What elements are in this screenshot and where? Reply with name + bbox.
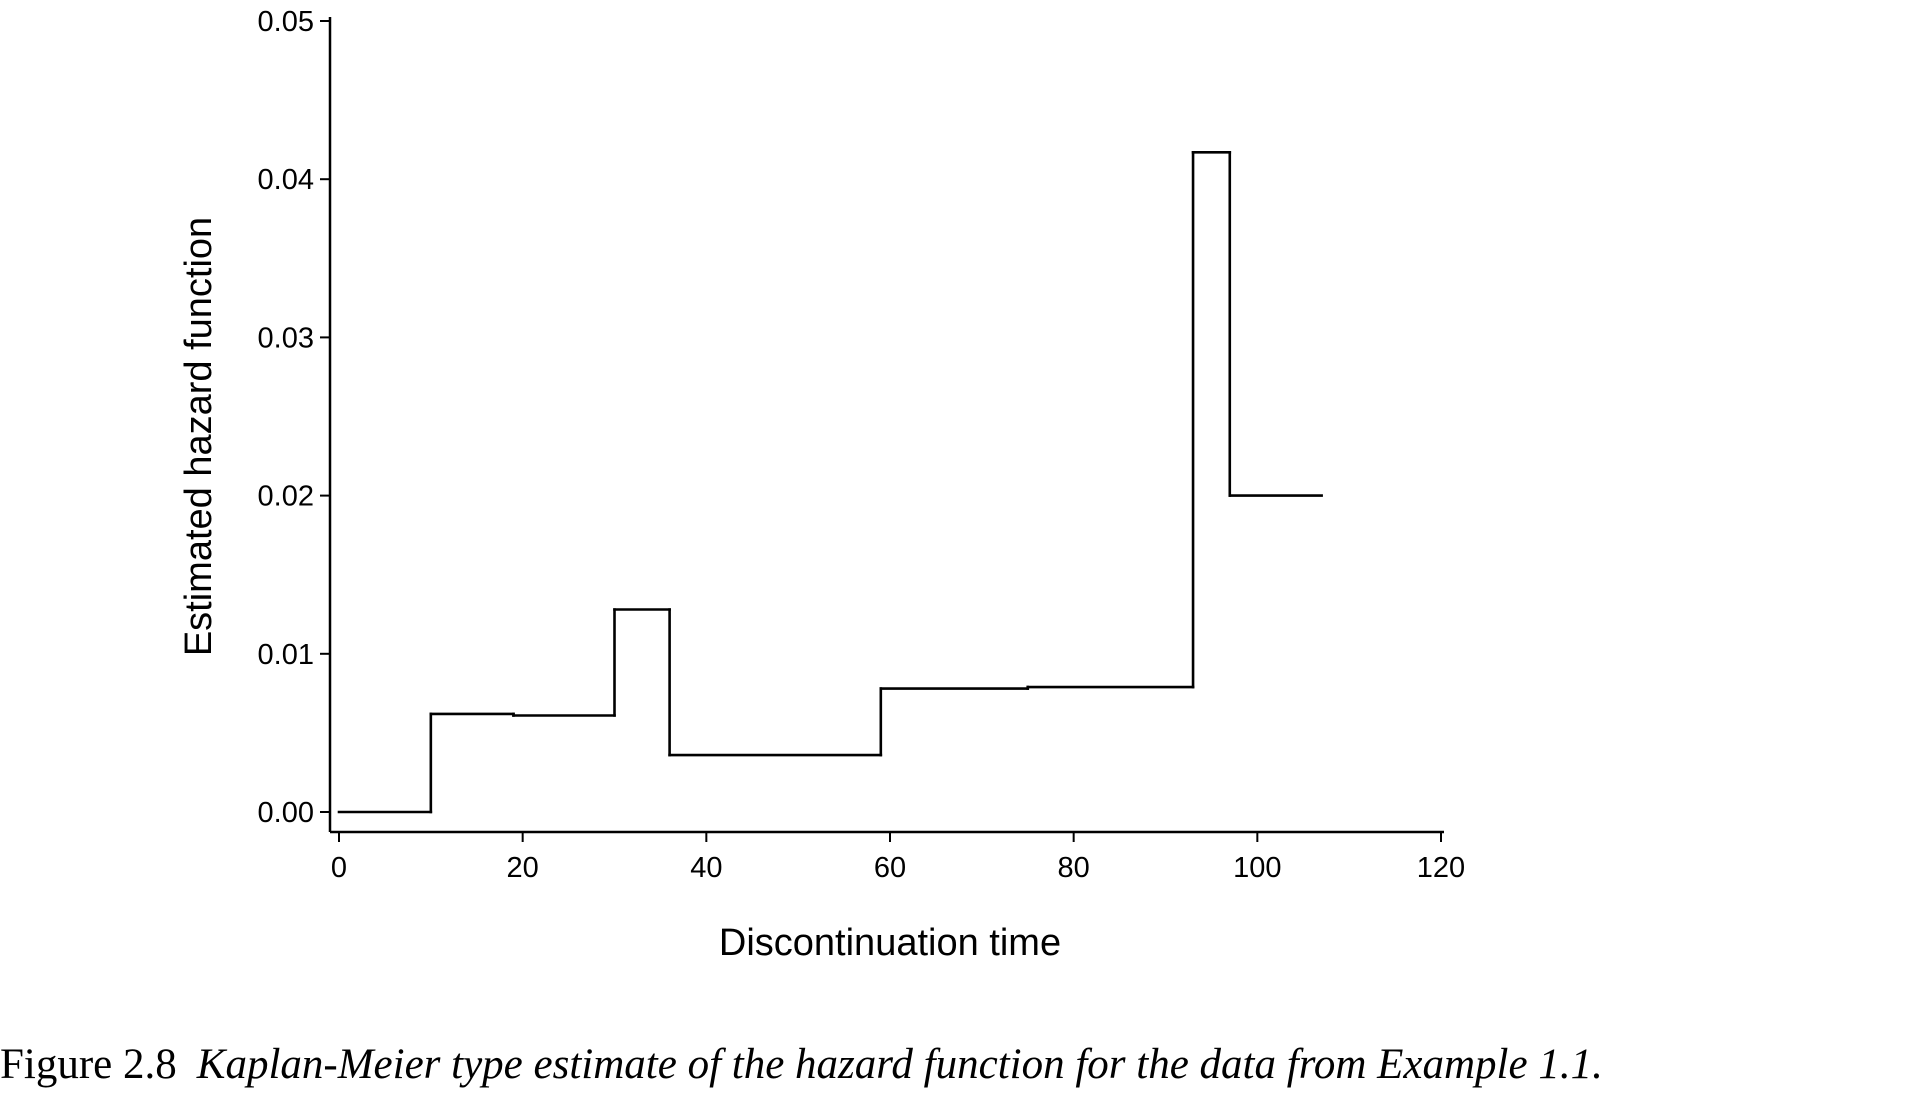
y-tick-label: 0.01 xyxy=(258,639,314,671)
y-tick-label: 0.00 xyxy=(258,797,314,829)
x-tick-label: 40 xyxy=(690,852,722,884)
x-tick-label: 120 xyxy=(1417,852,1465,884)
y-axis-title: Estimated hazard function xyxy=(178,217,220,656)
caption-label: Figure 2.8 xyxy=(0,1041,177,1088)
y-axis: 0.00 0.01 0.02 0.03 0.04 0.05 xyxy=(258,6,332,832)
hazard-series xyxy=(337,151,1323,814)
x-tick-label: 80 xyxy=(1058,852,1090,884)
caption-text: Kaplan-Meier type estimate of the hazard… xyxy=(196,1041,1603,1088)
y-tick-label: 0.03 xyxy=(258,322,314,354)
y-tick-label: 0.02 xyxy=(258,481,314,513)
hazard-chart: 0.00 0.01 0.02 0.03 0.04 0.05 0 20 40 60 80 100 120… xyxy=(178,6,1465,964)
x-tick-label: 60 xyxy=(874,852,906,884)
x-axis: 0 20 40 60 80 100 120 xyxy=(330,830,1465,884)
y-tick-label: 0.04 xyxy=(258,164,314,196)
figure-caption: Figure 2.8 Kaplan-Meier type estimate of … xyxy=(0,1040,1916,1089)
x-tick-label: 100 xyxy=(1233,852,1281,884)
x-tick-label: 0 xyxy=(331,852,347,884)
y-tick-label: 0.05 xyxy=(258,6,314,38)
x-axis-title: Discontinuation time xyxy=(719,922,1061,964)
x-tick-label: 20 xyxy=(507,852,539,884)
